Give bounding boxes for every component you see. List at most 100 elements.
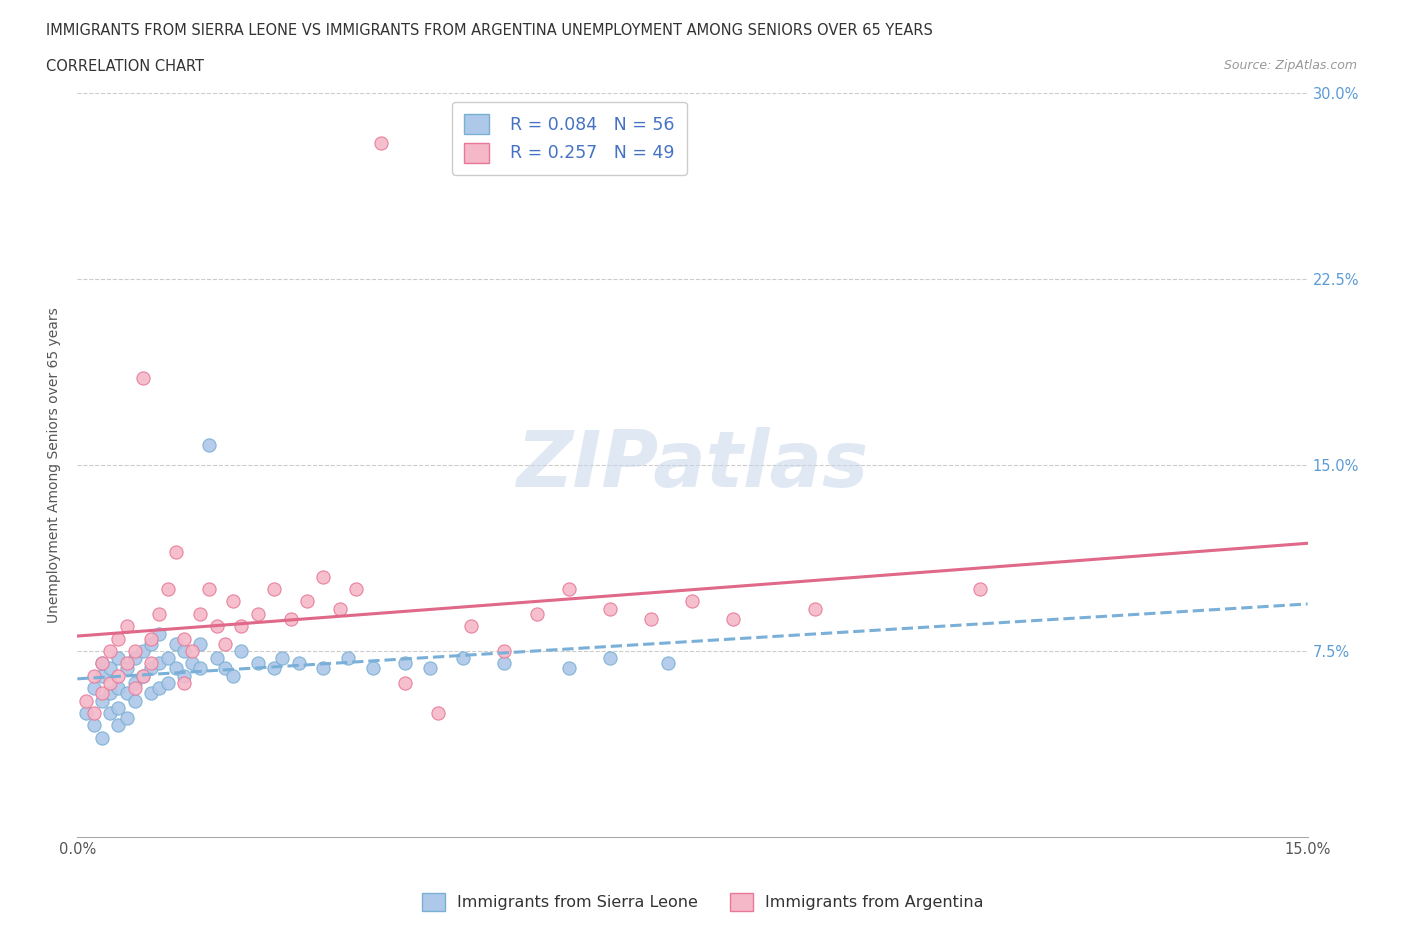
Point <box>124 644 146 658</box>
Point <box>115 618 138 633</box>
Point <box>165 544 187 559</box>
Point <box>83 681 105 696</box>
Point <box>141 661 163 676</box>
Point <box>263 661 285 676</box>
Point <box>98 676 121 691</box>
Point <box>599 602 621 617</box>
Point <box>107 718 129 733</box>
Point <box>599 651 621 666</box>
Point <box>288 656 311 671</box>
Point <box>427 706 450 721</box>
Point <box>337 651 360 666</box>
Point <box>165 661 187 676</box>
Point <box>370 135 392 150</box>
Point <box>107 681 129 696</box>
Point <box>165 636 187 651</box>
Text: Source: ZipAtlas.com: Source: ZipAtlas.com <box>1223 59 1357 72</box>
Point <box>723 611 745 626</box>
Point <box>173 676 195 691</box>
Point <box>75 706 97 721</box>
Point <box>90 656 114 671</box>
Text: CORRELATION CHART: CORRELATION CHART <box>46 59 204 73</box>
Point <box>115 661 138 676</box>
Point <box>148 656 170 671</box>
Legend: Immigrants from Sierra Leone, Immigrants from Argentina: Immigrants from Sierra Leone, Immigrants… <box>416 886 990 917</box>
Point <box>124 651 146 666</box>
Point <box>394 676 416 691</box>
Point <box>295 594 318 609</box>
Point <box>312 661 335 676</box>
Point <box>124 693 146 708</box>
Point <box>312 569 335 584</box>
Point <box>173 631 195 646</box>
Point <box>132 371 155 386</box>
Point <box>460 618 482 633</box>
Point <box>98 644 121 658</box>
Point <box>419 661 441 676</box>
Point <box>246 606 269 621</box>
Text: IMMIGRANTS FROM SIERRA LEONE VS IMMIGRANTS FROM ARGENTINA UNEMPLOYMENT AMONG SEN: IMMIGRANTS FROM SIERRA LEONE VS IMMIGRAN… <box>46 23 934 38</box>
Point <box>214 636 236 651</box>
Point <box>558 581 581 596</box>
Point <box>148 626 170 641</box>
Point <box>107 700 129 715</box>
Point <box>969 581 991 596</box>
Point <box>107 651 129 666</box>
Point <box>141 685 163 700</box>
Point <box>90 693 114 708</box>
Point <box>115 656 138 671</box>
Point <box>98 685 121 700</box>
Point <box>141 636 163 651</box>
Point <box>492 656 515 671</box>
Point <box>271 651 294 666</box>
Point <box>156 651 179 666</box>
Point <box>148 606 170 621</box>
Point <box>526 606 548 621</box>
Point <box>344 581 367 596</box>
Point <box>173 669 195 684</box>
Point <box>188 661 212 676</box>
Point <box>222 669 245 684</box>
Point <box>75 693 97 708</box>
Point <box>394 656 416 671</box>
Point <box>188 606 212 621</box>
Point <box>173 644 195 658</box>
Point <box>205 651 228 666</box>
Point <box>132 669 155 684</box>
Point <box>205 618 228 633</box>
Point <box>124 681 146 696</box>
Point <box>156 581 179 596</box>
Point <box>657 656 679 671</box>
Point <box>83 718 105 733</box>
Point <box>98 661 121 676</box>
Point <box>90 656 114 671</box>
Point <box>214 661 236 676</box>
Point <box>90 685 114 700</box>
Point <box>640 611 662 626</box>
Point <box>132 669 155 684</box>
Text: ZIPatlas: ZIPatlas <box>516 427 869 503</box>
Point <box>83 669 105 684</box>
Point <box>231 644 253 658</box>
Point <box>156 676 179 691</box>
Point <box>181 644 204 658</box>
Point <box>141 631 163 646</box>
Point <box>222 594 245 609</box>
Point <box>90 669 114 684</box>
Point <box>107 631 129 646</box>
Point <box>115 711 138 725</box>
Point <box>231 618 253 633</box>
Point <box>558 661 581 676</box>
Legend:   R = 0.084   N = 56,   R = 0.257   N = 49: R = 0.084 N = 56, R = 0.257 N = 49 <box>453 101 686 175</box>
Point <box>83 706 105 721</box>
Point <box>361 661 384 676</box>
Point <box>804 602 827 617</box>
Y-axis label: Unemployment Among Seniors over 65 years: Unemployment Among Seniors over 65 years <box>48 307 62 623</box>
Point <box>115 685 138 700</box>
Point <box>682 594 704 609</box>
Point <box>124 676 146 691</box>
Point <box>263 581 285 596</box>
Point <box>90 730 114 745</box>
Point <box>197 438 219 453</box>
Point <box>107 669 129 684</box>
